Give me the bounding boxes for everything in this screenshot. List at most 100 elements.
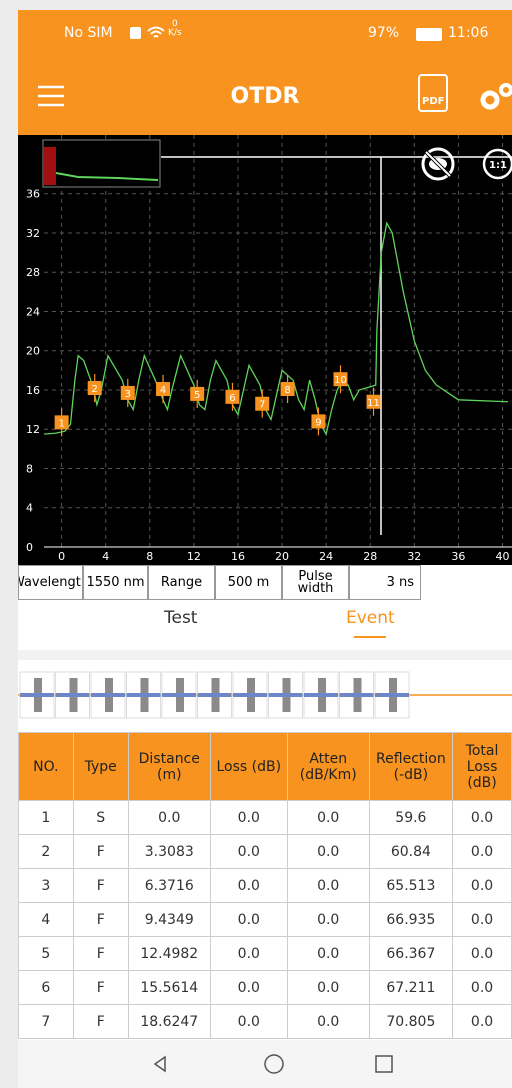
tab-test[interactable]: Test bbox=[164, 608, 197, 628]
event-icon-link bbox=[20, 693, 54, 697]
y-tick-label: 36 bbox=[26, 188, 40, 201]
param-cell: 500 m bbox=[215, 565, 282, 600]
table-cell: 0.0 bbox=[210, 801, 287, 835]
event-label: 4 bbox=[160, 385, 166, 396]
chart-background bbox=[18, 135, 512, 565]
x-tick-label: 12 bbox=[187, 550, 201, 563]
event-label: 5 bbox=[194, 390, 200, 401]
table-header-cell: Atten (dB/Km) bbox=[287, 733, 369, 801]
event-label: 7 bbox=[259, 400, 265, 411]
event-icon-link bbox=[91, 693, 125, 697]
event-icon-link bbox=[233, 693, 267, 697]
table-cell: 2 bbox=[19, 835, 74, 869]
table-cell: 4 bbox=[19, 903, 74, 937]
table-cell: 3 bbox=[19, 869, 74, 903]
x-tick-label: 24 bbox=[319, 550, 333, 563]
page: No SIM 0K/s 97% 11:06 OTDR PDF 048121620… bbox=[0, 0, 512, 1088]
param-cell: 1550 nm bbox=[83, 565, 148, 600]
table-cell: F bbox=[73, 835, 128, 869]
table-cell: 0.0 bbox=[128, 801, 210, 835]
x-tick-label: 40 bbox=[495, 550, 509, 563]
table-cell: F bbox=[73, 1005, 128, 1039]
param-cell: Wavelength bbox=[18, 565, 83, 600]
event-icon-link bbox=[340, 693, 374, 697]
table-cell: 0.0 bbox=[210, 835, 287, 869]
pdf-export-button[interactable]: PDF bbox=[418, 74, 448, 112]
y-tick-label: 32 bbox=[26, 227, 40, 240]
table-cell: 59.6 bbox=[369, 801, 452, 835]
table-cell: 0.0 bbox=[287, 801, 369, 835]
settings-button[interactable] bbox=[480, 82, 512, 112]
x-tick-label: 36 bbox=[451, 550, 465, 563]
table-cell: 0.0 bbox=[210, 971, 287, 1005]
table-cell: 65.513 bbox=[369, 869, 452, 903]
event-label: 8 bbox=[284, 385, 290, 396]
table-cell: 0.0 bbox=[210, 937, 287, 971]
table-cell: 67.211 bbox=[369, 971, 452, 1005]
tab-event[interactable]: Event bbox=[346, 608, 395, 628]
table-cell: 0.0 bbox=[210, 1005, 287, 1039]
event-icon-link bbox=[375, 693, 409, 697]
table-cell: 0.0 bbox=[453, 801, 512, 835]
table-cell: F bbox=[73, 869, 128, 903]
table-cell: 0.0 bbox=[453, 903, 512, 937]
nav-back[interactable] bbox=[155, 1057, 165, 1071]
tab-indicator bbox=[354, 636, 386, 638]
table-cell: F bbox=[73, 971, 128, 1005]
event-icon-link bbox=[304, 693, 338, 697]
y-tick-label: 28 bbox=[26, 266, 40, 279]
nav-buttons bbox=[18, 1040, 512, 1088]
table-header-cell: Loss (dB) bbox=[210, 733, 287, 801]
zoom-label: 1:1 bbox=[489, 160, 507, 171]
table-cell: 0.0 bbox=[453, 1005, 512, 1039]
y-tick-label: 0 bbox=[26, 541, 33, 554]
table-cell: 0.0 bbox=[453, 835, 512, 869]
table-cell: F bbox=[73, 903, 128, 937]
event-label: 6 bbox=[229, 393, 235, 404]
table-row: 5F12.49820.00.066.3670.0 bbox=[19, 937, 512, 971]
table-header-row: NO.TypeDistance (m)Loss (dB)Atten (dB/Km… bbox=[19, 733, 512, 801]
nav-recent[interactable] bbox=[376, 1056, 392, 1072]
table-cell: 0.0 bbox=[453, 971, 512, 1005]
x-tick-label: 28 bbox=[363, 550, 377, 563]
table-cell: 1 bbox=[19, 801, 74, 835]
event-label: 1 bbox=[58, 418, 64, 429]
table-cell: 18.6247 bbox=[128, 1005, 210, 1039]
table-cell: 0.0 bbox=[287, 903, 369, 937]
event-label: 11 bbox=[367, 398, 380, 409]
table-cell: 15.5614 bbox=[128, 971, 210, 1005]
event-icon-link bbox=[269, 693, 303, 697]
event-label: 10 bbox=[334, 375, 347, 386]
param-cell: 3 ns bbox=[349, 565, 421, 600]
table-header-cell: Distance (m) bbox=[128, 733, 210, 801]
event-label: 3 bbox=[125, 389, 131, 400]
table-cell: 60.84 bbox=[369, 835, 452, 869]
carrier: No SIM bbox=[64, 25, 113, 41]
clock: 11:06 bbox=[448, 25, 488, 41]
y-tick-label: 8 bbox=[26, 462, 33, 475]
table-cell: 0.0 bbox=[287, 1005, 369, 1039]
wifi-icon bbox=[146, 25, 166, 41]
table-header-cell: Reflection (-dB) bbox=[369, 733, 452, 801]
tabs: Test Event bbox=[18, 600, 512, 640]
x-tick-label: 16 bbox=[231, 550, 245, 563]
event-label: 9 bbox=[315, 417, 321, 428]
y-tick-label: 4 bbox=[26, 502, 33, 515]
event-icon-link bbox=[162, 693, 196, 697]
app-bar: OTDR PDF bbox=[18, 58, 512, 135]
nav-home[interactable] bbox=[265, 1055, 283, 1073]
table-cell: 66.367 bbox=[369, 937, 452, 971]
table-cell: 9.4349 bbox=[128, 903, 210, 937]
speed-unit: K/s bbox=[168, 28, 182, 38]
event-strip bbox=[18, 650, 512, 732]
